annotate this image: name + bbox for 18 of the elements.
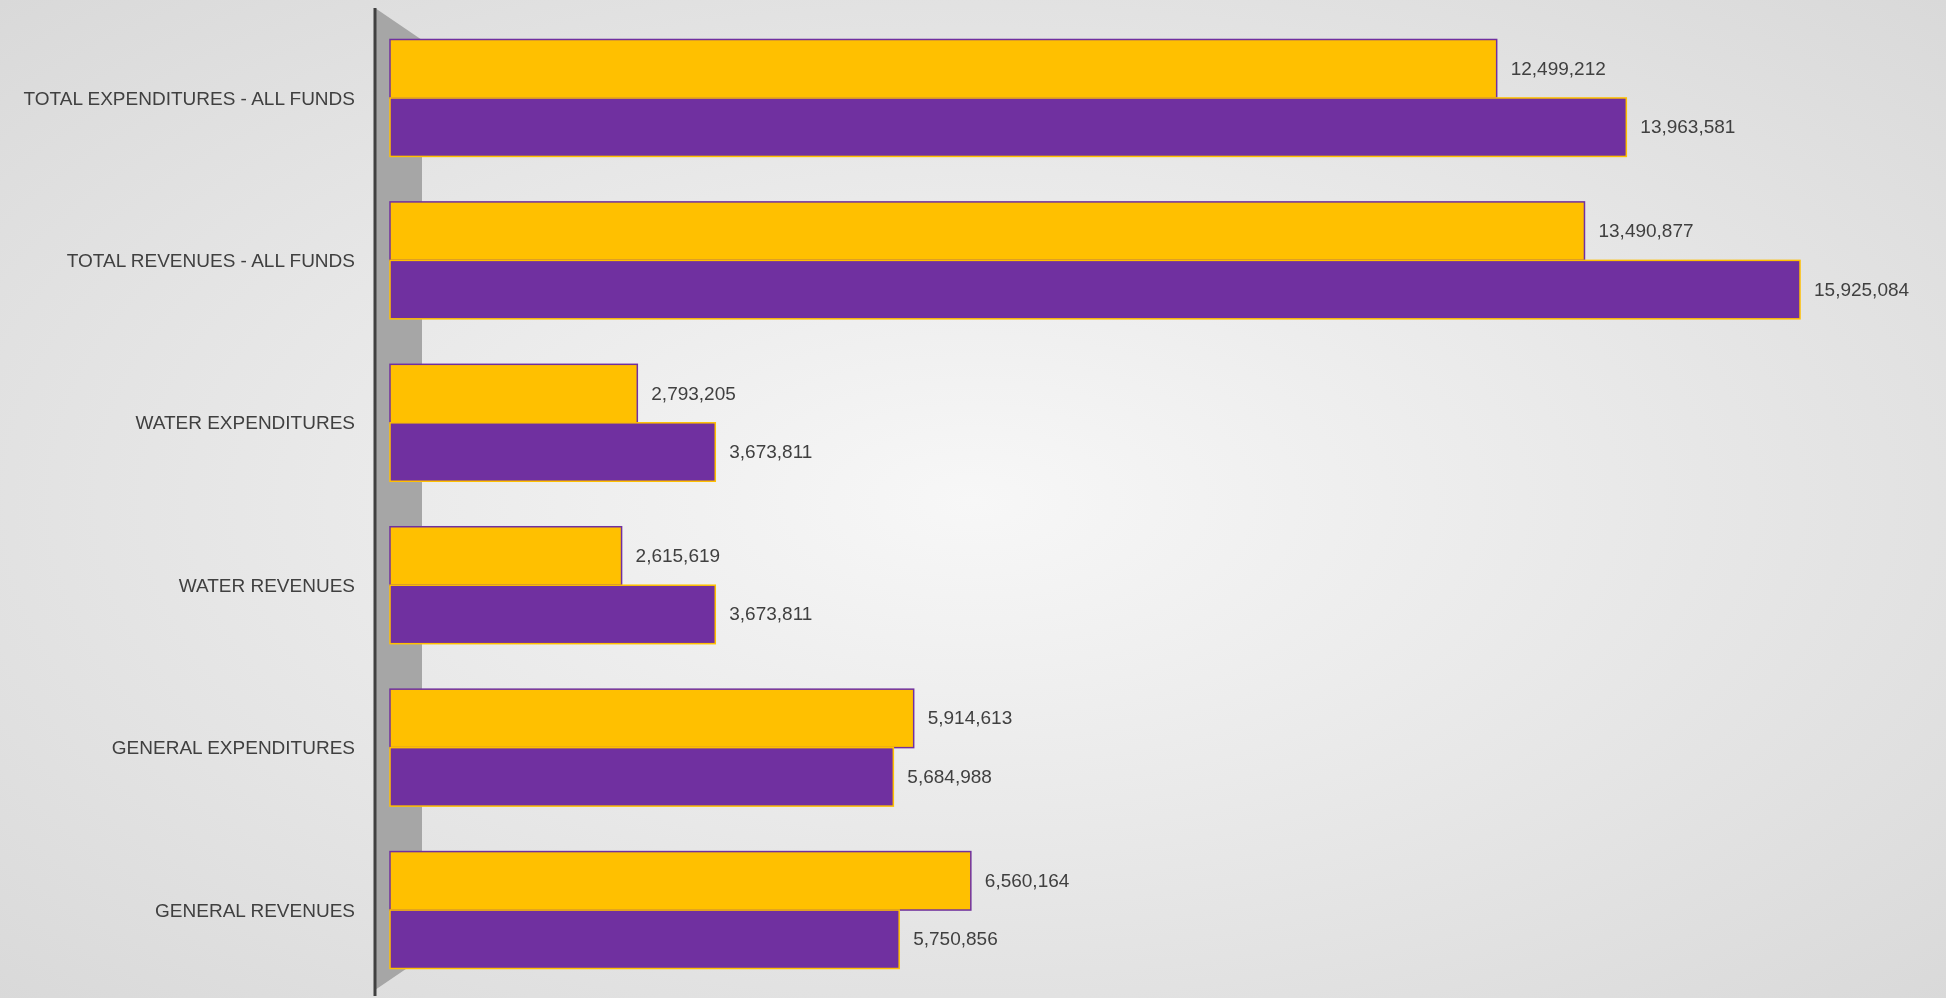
y-tick-label: WATER REVENUES — [178, 574, 355, 596]
data-label: 2,793,205 — [651, 382, 736, 404]
data-label: 15,925,084 — [1814, 278, 1910, 300]
data-label: 3,673,811 — [729, 441, 813, 463]
y-tick-label: TOTAL EXPENDITURES - ALL FUNDS — [23, 87, 355, 109]
y-tick-label: GENERAL REVENUES — [155, 899, 355, 921]
data-label: 13,490,877 — [1598, 220, 1694, 242]
y-tick-label: WATER EXPENDITURES — [135, 412, 355, 434]
data-label: 12,499,212 — [1510, 57, 1606, 79]
data-label: 6,560,164 — [984, 869, 1070, 891]
data-label: 13,963,581 — [1640, 116, 1736, 138]
y-tick-label: TOTAL REVENUES - ALL FUNDS — [66, 249, 355, 271]
data-label: 2,615,619 — [635, 544, 721, 566]
y-tick-label: GENERAL EXPENDITURES — [111, 737, 355, 759]
data-label: 3,673,811 — [729, 603, 813, 625]
data-label: 5,684,988 — [907, 765, 992, 787]
data-label: 5,914,613 — [927, 707, 1013, 729]
data-label: 5,750,856 — [913, 928, 998, 950]
